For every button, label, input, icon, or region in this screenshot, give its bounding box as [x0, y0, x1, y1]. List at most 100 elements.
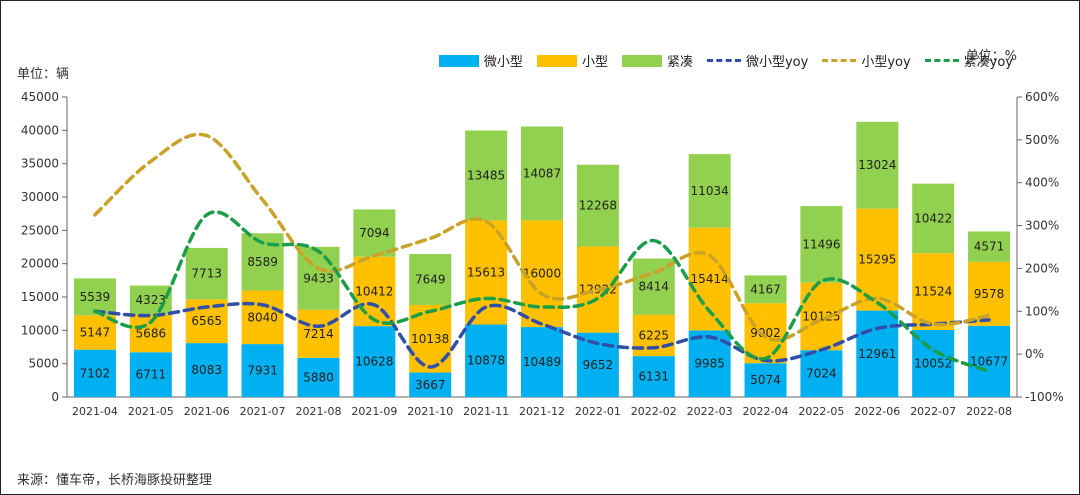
bar-label-micro: 7024: [806, 367, 837, 381]
bar-label-compact: 14087: [523, 166, 561, 180]
bar-label-compact: 7649: [415, 272, 446, 286]
left-tick-label: 0: [51, 390, 59, 404]
bar-segment-small: [744, 303, 787, 364]
bar-label-small: 9578: [974, 287, 1005, 301]
bar-label-small: 15295: [858, 253, 896, 267]
legend-swatch-compact: [621, 54, 662, 67]
legend-item-compact-yoy: 紧凑yoy: [924, 51, 1013, 70]
right-tick-label: 400%: [1025, 176, 1059, 190]
bar-label-compact: 10422: [914, 211, 952, 225]
bar-label-compact: 8589: [247, 255, 278, 269]
right-tick-label: 100%: [1025, 304, 1059, 318]
bar-label-small: 5686: [136, 326, 167, 340]
x-tick-label: 2022-03: [687, 405, 733, 418]
bar-segment-compact: [353, 209, 396, 257]
legend-swatch-small: [536, 54, 577, 67]
bar-segment-micro: [632, 356, 675, 397]
bar-label-compact: 13485: [467, 168, 505, 182]
bar-segment-micro: [353, 326, 396, 397]
left-unit-label: 单位：辆: [17, 67, 70, 82]
bar-label-micro: 6711: [136, 368, 167, 382]
source-note: 来源：懂车帝，长桥海豚投研整理: [17, 473, 213, 488]
bar-segment-small: [297, 309, 340, 358]
bar-label-compact: 13024: [858, 158, 896, 172]
bar-segment-compact: [856, 121, 899, 209]
bar-label-small: 8040: [247, 310, 278, 324]
bar-segment-micro: [968, 325, 1011, 397]
legend-item-small-yoy: 小型yoy: [822, 51, 911, 70]
bar-segment-small: [241, 290, 284, 345]
legend-item-small: 小型: [536, 51, 608, 70]
bar-label-small: 11524: [914, 285, 952, 299]
bar-label-compact: 5539: [80, 290, 111, 304]
left-tick-label: 15000: [21, 290, 59, 304]
legend-swatch-micro: [438, 54, 479, 67]
x-tick-label: 2021-12: [519, 405, 565, 418]
bar-label-small: 6565: [191, 314, 222, 328]
bar-label-small: 10412: [355, 284, 393, 298]
legend-item-micro: 微小型: [438, 51, 523, 70]
x-tick-label: 2021-11: [463, 405, 509, 418]
bar-label-small: 10138: [411, 332, 449, 346]
bar-segment-compact: [409, 253, 452, 305]
bar-label-micro: 9652: [583, 358, 614, 372]
right-tick-label: 200%: [1025, 261, 1059, 275]
bar-label-micro: 10878: [467, 354, 505, 368]
bar-segment-small: [912, 253, 955, 330]
bar-label-compact: 7713: [191, 267, 222, 281]
bar-segment-micro: [297, 357, 340, 397]
bar-segment-micro: [129, 352, 172, 397]
legend-line-micro-yoy: [706, 59, 741, 62]
bar-label-compact: 4167: [750, 282, 781, 296]
bar-label-micro: 12961: [858, 347, 896, 361]
bar-segment-compact: [576, 164, 619, 247]
right-unit-label: 单位：%: [965, 49, 1017, 64]
left-tick-label: 10000: [21, 323, 59, 337]
legend-label-small-yoy: 小型yoy: [861, 55, 911, 70]
bar-segment-micro: [409, 372, 452, 397]
bar-segment-compact: [465, 130, 508, 221]
legend-label-compact-yoy: 紧凑yoy: [963, 55, 1013, 70]
bar-label-compact: 9433: [303, 271, 334, 285]
x-tick-label: 2022-01: [575, 405, 621, 418]
legend-label-compact: 紧凑: [666, 55, 693, 70]
bar-label-small: 6225: [638, 328, 669, 342]
x-tick-label: 2021-07: [240, 405, 286, 418]
bar-segment-compact: [129, 285, 172, 315]
bar-segment-micro: [912, 329, 955, 397]
bar-segment-compact: [688, 154, 731, 228]
bar-segment-micro: [465, 324, 508, 397]
left-tick-label: 35000: [21, 157, 59, 171]
bar-label-micro: 10677: [970, 354, 1008, 368]
bar-segment-compact: [521, 126, 563, 221]
bar-segment-micro: [744, 363, 787, 397]
x-tick-label: 2022-05: [798, 405, 844, 418]
legend-label-micro-yoy: 微小型yoy: [745, 55, 809, 70]
bar-label-small: 10125: [802, 309, 840, 323]
x-tick-label: 2021-06: [184, 405, 230, 418]
bar-label-micro: 6131: [638, 370, 669, 384]
bar-label-micro: 7102: [80, 366, 111, 380]
x-tick-label: 2022-04: [743, 405, 789, 418]
bar-segment-micro: [241, 344, 284, 397]
bar-segment-compact: [185, 247, 228, 300]
bar-segment-compact: [968, 231, 1011, 262]
x-tick-label: 2021-10: [407, 405, 453, 418]
right-tick-label: -100%: [1025, 390, 1064, 404]
x-tick-label: 2022-06: [854, 405, 900, 418]
x-tick-label: 2022-08: [966, 405, 1012, 418]
x-tick-label: 2022-07: [910, 405, 956, 418]
legend-label-micro: 微小型: [483, 55, 523, 70]
yoy-line-compact: [93, 210, 991, 374]
x-tick-label: 2021-04: [72, 405, 118, 418]
right-tick-label: 0%: [1025, 347, 1044, 361]
bar-label-compact: 4571: [974, 240, 1005, 254]
bar-segment-small: [73, 315, 116, 350]
bar-segment-compact: [912, 183, 955, 254]
bar-label-micro: 5074: [750, 373, 781, 387]
left-tick-label: 5000: [28, 357, 59, 371]
bar-segment-small: [856, 208, 899, 311]
left-tick-label: 25000: [21, 223, 59, 237]
legend-item-micro-yoy: 微小型yoy: [706, 51, 809, 70]
